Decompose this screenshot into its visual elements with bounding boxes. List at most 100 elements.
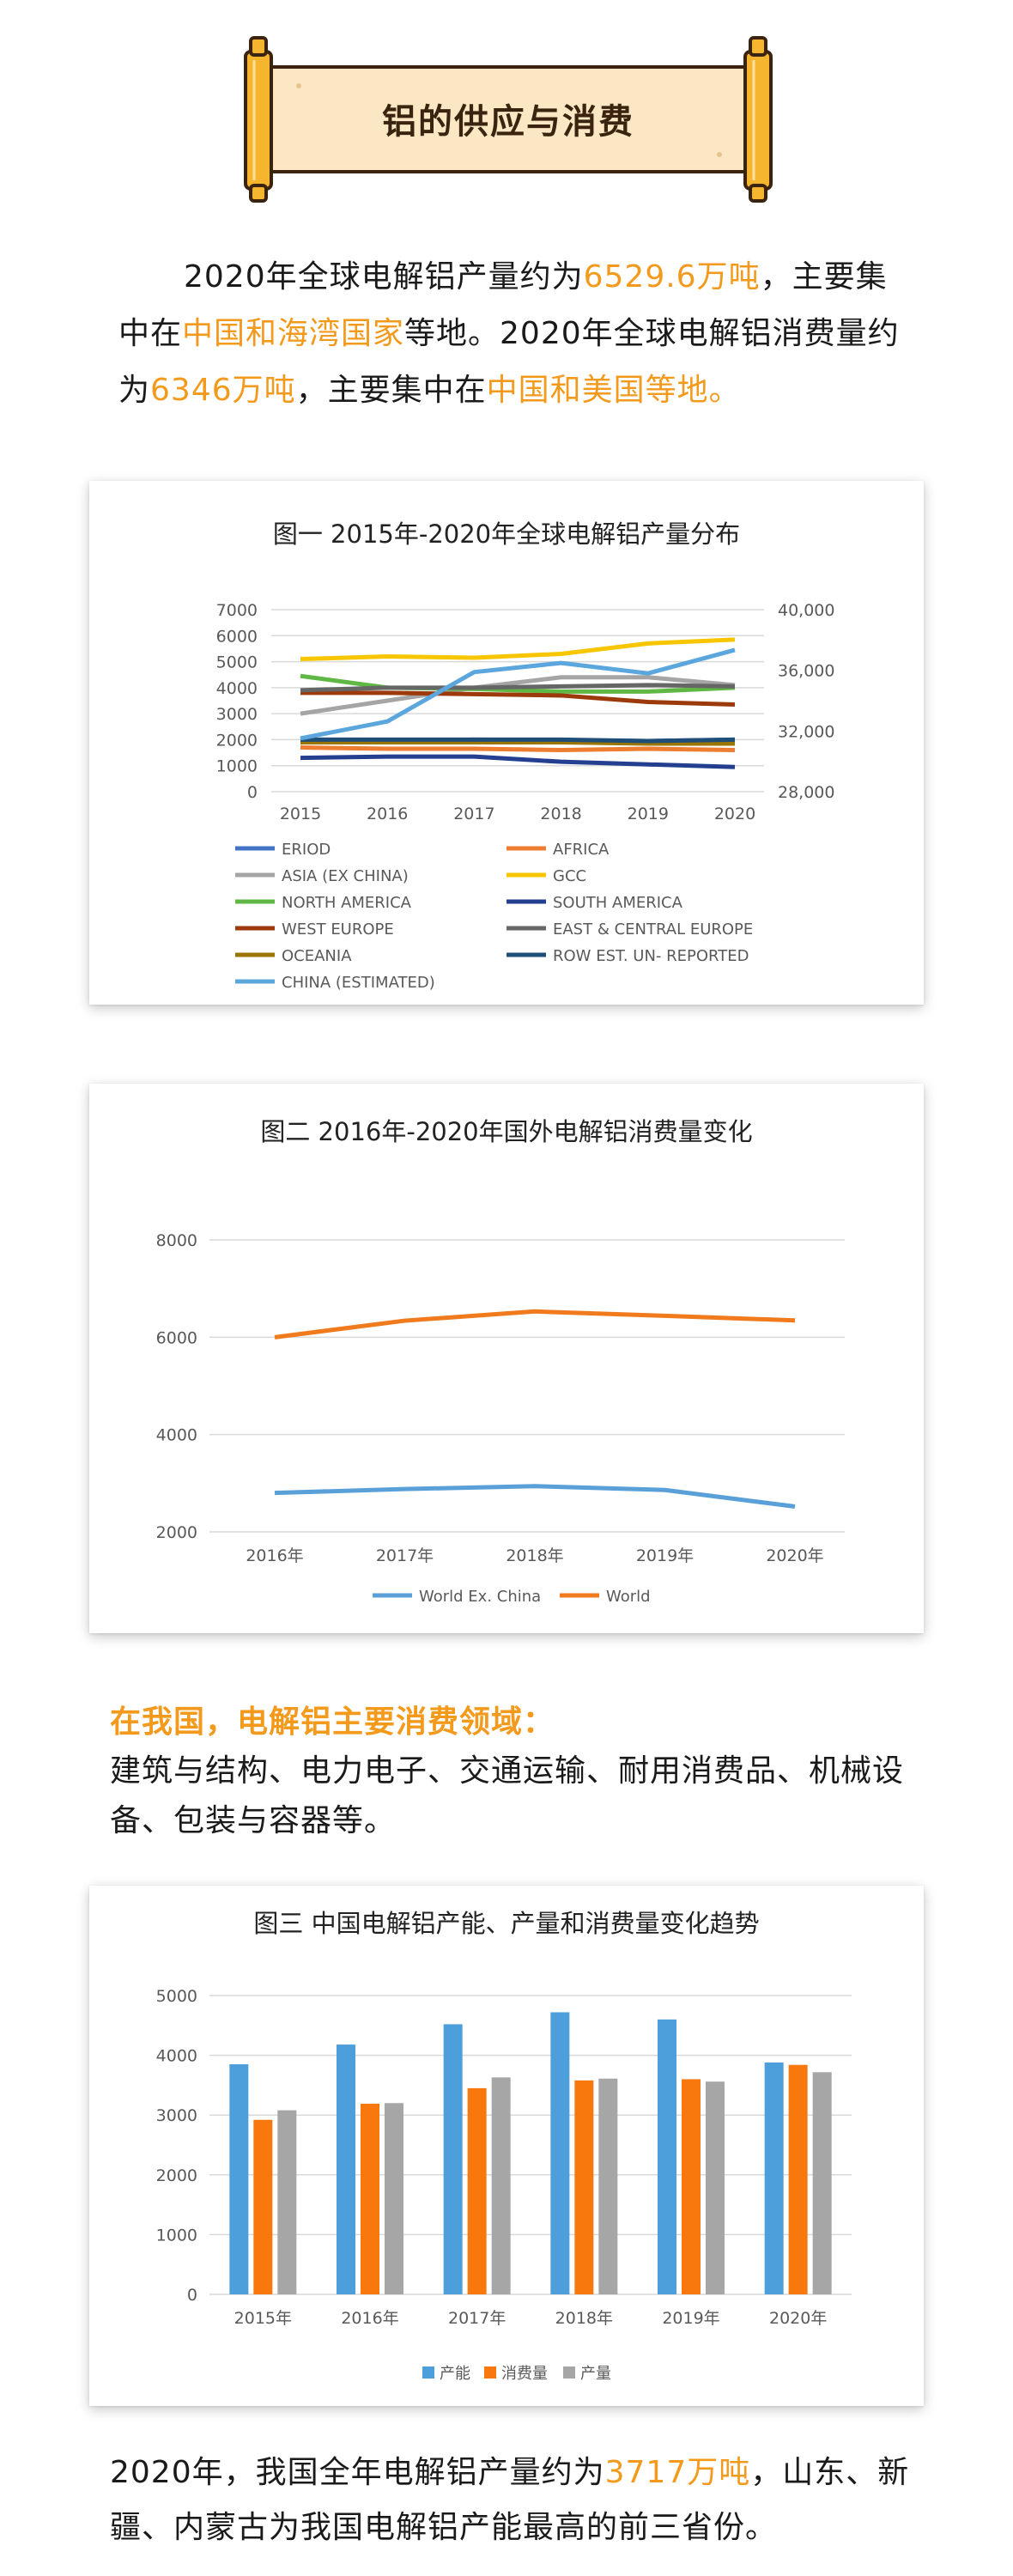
- chart1-legend-label: CHINA (ESTIMATED): [282, 974, 435, 992]
- chart1-y-tick-label: 6000: [216, 627, 258, 646]
- chart3-x-tick-label: 2020年: [769, 2309, 827, 2328]
- chart1-legend-label: ERIOD: [282, 841, 331, 859]
- chart2-x-tick-label: 2018年: [506, 1546, 563, 1565]
- chart1-title: 图一 2015年-2020年全球电解铝产量分布: [273, 519, 740, 549]
- footer-text-1: 2020年，我国全年电解铝产量约为: [110, 2455, 605, 2490]
- chart1-series-line: [300, 739, 735, 746]
- intro-text-4: ，主要集中在: [295, 373, 487, 408]
- footer-text-2: ，山东、新疆、内蒙古为我国电解铝产能最高的前三省份。: [110, 2455, 910, 2545]
- chart1-x-tick-label: 2019: [628, 805, 669, 823]
- chart1-legend-label: SOUTH AMERICA: [553, 894, 683, 912]
- consumption-body: 建筑与结构、电力电子、交通运输、耐用消费品、机械设备、包装与容器等。: [110, 1753, 905, 1838]
- chart1-x-tick-label: 2020: [714, 805, 755, 823]
- chart3-x-tick-label: 2017年: [448, 2309, 506, 2328]
- intro-value-production: 6529.6万吨: [583, 259, 761, 295]
- consumption-heading: 在我国，电解铝主要消费领域：: [110, 1704, 555, 1740]
- chart1-series-line: [300, 690, 736, 708]
- chart1-y-tick-label: 7000: [216, 601, 258, 620]
- chart1-y2-tick-label: 36,000: [778, 662, 834, 681]
- chart3-legend-swatch: [484, 2366, 496, 2379]
- chart2-series-line: [274, 1484, 796, 1510]
- consumption-section: 在我国，电解铝主要消费领域： 建筑与结构、电力电子、交通运输、耐用消费品、机械设…: [110, 1698, 917, 1846]
- chart1-y-tick-label: 4000: [216, 679, 258, 698]
- chart2-svg: 图二 2016年-2020年国外电解铝消费量变化 2000 4000 6000 8000…: [156, 1117, 845, 1606]
- chart1-y-tick-label: 2000: [216, 731, 258, 750]
- chart3-bar: [764, 2062, 784, 2294]
- chart3-bar: [812, 2072, 832, 2294]
- chart1-y-tick-label: 0: [247, 783, 258, 802]
- chart1-x-tick-label: 2015: [280, 805, 321, 823]
- chart2-x-tick-label: 2017年: [376, 1546, 434, 1565]
- intro-text-2: ，主要集中在: [118, 259, 888, 351]
- footer-paragraph: 2020年，我国全年电解铝产量约为3717万吨，山东、新疆、内蒙古为我国电解铝产…: [110, 2445, 925, 2555]
- chart1-series-line: [300, 675, 736, 716]
- chart3-x-tick-label: 2015年: [234, 2309, 292, 2328]
- chart3-legend-label: 产能: [440, 2365, 470, 2383]
- scroll-icon: [244, 36, 773, 203]
- chart3-svg: 图三 中国电解铝产能、产量和消费量变化趋势 0 1000 2000 3000 4000 50…: [156, 1909, 852, 2383]
- chart3-title: 图三 中国电解铝产能、产量和消费量变化趋势: [253, 1909, 759, 1938]
- chart3-bar: [706, 2081, 725, 2294]
- chart2-y-tick-label: 8000: [156, 1231, 197, 1250]
- chart1-legend-label: OCEANIA: [282, 947, 352, 965]
- chart1-series-line: [300, 637, 736, 662]
- chart2-card: 图二 2016年-2020年国外电解铝消费量变化 2000 4000 6000 8000…: [89, 1084, 924, 1633]
- chart1-legend-label: WEST EUROPE: [282, 920, 394, 939]
- chart3-y-tick-label: 2000: [156, 2166, 197, 2185]
- chart1-x-tick-label: 2016: [367, 805, 408, 823]
- chart1-legend-label: AFRICA: [553, 841, 610, 859]
- chart3-bar: [788, 2064, 808, 2294]
- chart2-x-tick-label: 2016年: [246, 1546, 303, 1565]
- chart1-y2-tick-label: 40,000: [778, 601, 834, 620]
- chart2-legend-label: World: [606, 1588, 651, 1606]
- chart1-legend-label: GCC: [553, 867, 586, 885]
- chart2-y-tick-label: 4000: [156, 1426, 197, 1445]
- chart2-title: 图二 2016年-2020年国外电解铝消费量变化: [260, 1117, 752, 1146]
- chart1-series-line: [300, 647, 736, 741]
- chart1-series-line: [300, 737, 736, 744]
- chart3-x-tick-label: 2019年: [662, 2309, 719, 2328]
- chart3-legend-swatch: [422, 2366, 434, 2379]
- chart3-x-tick-label: 2016年: [341, 2309, 398, 2328]
- chart3-bar: [253, 2119, 273, 2294]
- footer-value-production: 3717万吨: [604, 2455, 751, 2490]
- chart1-svg: 图一 2015年-2020年全球电解铝产量分布 0 1000 2000 3000 4000…: [216, 519, 835, 992]
- intro-paragraph: 2020年全球电解铝产量约为6529.6万吨，主要集中在中国和海湾国家等地。20…: [118, 249, 908, 419]
- intro-value-regions: 中国和海湾国家: [182, 316, 405, 351]
- chart1-series-line: [300, 673, 736, 694]
- chart1-y-tick-label: 3000: [216, 705, 258, 724]
- chart3-bar: [491, 2077, 511, 2294]
- chart3-bar: [229, 2064, 249, 2294]
- chart1-y-tick-label: 1000: [216, 757, 258, 776]
- chart1-x-tick-label: 2018: [540, 805, 581, 823]
- chart3-bar: [385, 2103, 403, 2294]
- intro-value-consumption: 6346万吨: [150, 373, 296, 408]
- chart1-legend-label: NORTH AMERICA: [282, 894, 412, 912]
- chart3-y-tick-label: 0: [187, 2286, 197, 2305]
- chart2-x-tick-label: 2019年: [636, 1546, 694, 1565]
- chart1-legend-label: ROW EST. UN- REPORTED: [553, 947, 749, 965]
- chart1-legend-label: ASIA (EX CHINA): [282, 867, 409, 885]
- chart3-bar: [443, 2024, 463, 2294]
- chart1-legend-label: EAST & CENTRAL EUROPE: [553, 920, 753, 939]
- chart3-legend-label: 产量: [580, 2365, 611, 2383]
- intro-text-3: 等地。2020年全球电解铝消费量约为: [118, 316, 900, 408]
- chart1-x-tick-label: 2017: [453, 805, 494, 823]
- chart3-y-tick-label: 3000: [156, 2106, 197, 2125]
- chart1-y2-tick-label: 32,000: [778, 722, 834, 741]
- chart1-series-line: [300, 745, 736, 753]
- intro-value-consumers: 中国和美国等地。: [486, 373, 741, 408]
- section-banner: 铝的供应与消费: [230, 34, 786, 203]
- chart3-y-tick-label: 5000: [156, 1987, 197, 2006]
- chart3-bar: [574, 2080, 594, 2294]
- chart1-y2-tick-label: 28,000: [778, 783, 834, 802]
- intro-text-1: 2020年全球电解铝产量约为: [184, 259, 584, 295]
- chart3-bar: [658, 2019, 676, 2294]
- chart1-card: 图一 2015年-2020年全球电解铝产量分布 0 1000 2000 3000 4000…: [89, 481, 924, 1005]
- chart3-bar: [682, 2079, 701, 2294]
- chart3-bar: [277, 2110, 297, 2294]
- chart1-series-line: [300, 754, 736, 769]
- chart3-x-tick-label: 2018年: [555, 2309, 613, 2328]
- chart3-bar: [467, 2087, 487, 2294]
- chart1-y-tick-label: 5000: [216, 653, 258, 672]
